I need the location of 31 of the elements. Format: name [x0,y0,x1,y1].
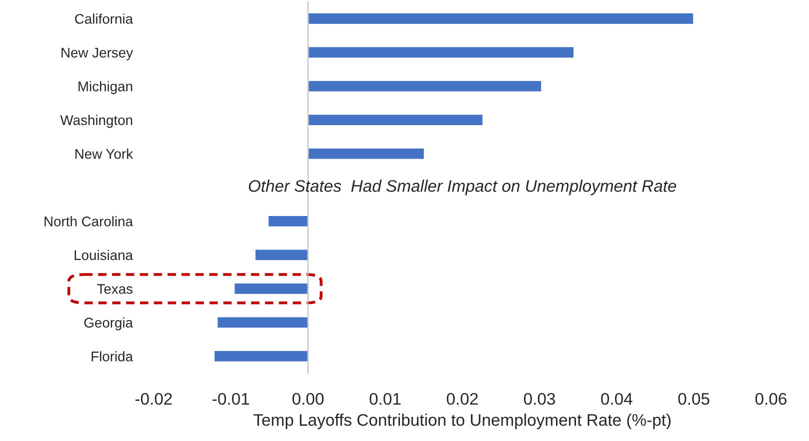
x-tick-label: 0.03 [524,392,555,405]
y-tick-label: North Carolina [44,216,134,226]
bar [233,282,309,296]
annotation: Other States Had Smaller Impact on Unemployment Rate [248,180,676,196]
y-tick-label: California [75,14,134,24]
bar [307,12,695,26]
x-tick-label: 0.02 [446,392,478,405]
x-tick-label: -0.02 [135,392,172,405]
y-tick-label: Georgia [84,317,134,330]
y-tick-label: Louisiana [74,250,134,260]
bar [307,46,575,59]
y-tick-label: Michigan [78,81,132,94]
y-tick-label: Florida [92,351,134,362]
x-axis-title: Temp Layoffs Contribution to Unemployment Rate (%-pt) [254,414,671,430]
y-tick-label: Washington [60,114,132,128]
x-tick-label: 0.05 [678,392,710,405]
bar [307,147,426,160]
y-tick-label: Texas [97,284,133,294]
bar [267,214,309,228]
bar [307,113,484,127]
x-tick-label: 0.00 [292,392,324,405]
bar [216,316,309,330]
bar [254,248,309,262]
x-tick-label: -0.01 [212,392,250,405]
x-tick-label: 0.04 [601,392,632,405]
y-tick-label: New York [75,148,134,159]
x-tick-label: 0.01 [370,392,401,405]
bar [307,80,543,93]
x-tick-label: 0.06 [755,392,786,405]
bar [213,350,309,363]
y-tick-label: New Jersey [62,48,134,60]
